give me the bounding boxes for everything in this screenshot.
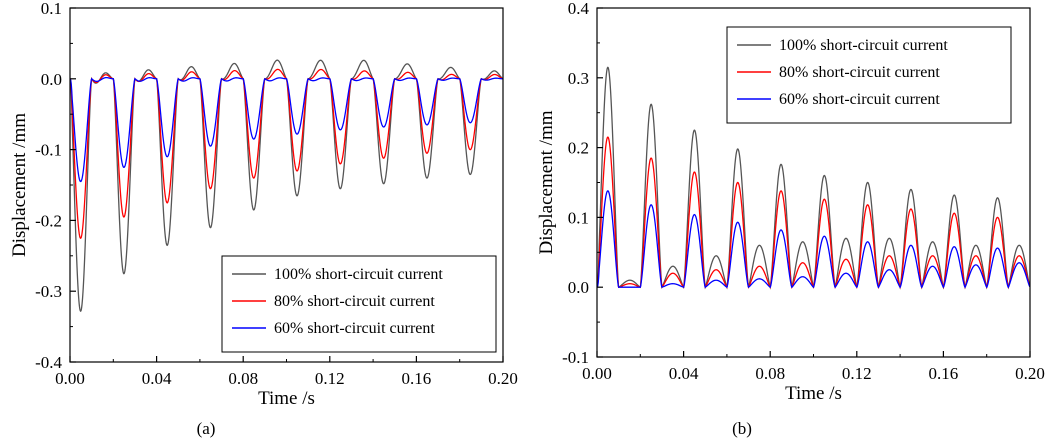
x-tick-label: 0.08 [755, 364, 785, 383]
y-tick-label: 0.3 [568, 69, 589, 88]
panel-caption: (b) [732, 419, 752, 438]
series-line-2 [70, 68, 503, 239]
x-tick-label: 0.00 [55, 369, 85, 388]
legend-label: 100% short-circuit current [274, 266, 443, 283]
x-tick-label: 0.20 [1015, 364, 1045, 383]
y-tick-label: -0.1 [35, 141, 62, 160]
series-line-2 [597, 136, 1030, 290]
panel-a: 0.00 0.04 0.08 0.12 0.16 0.20 -0.4 -0.3 -0.2 -0.1… [9, 0, 518, 438]
x-tick-label: 0.16 [402, 369, 432, 388]
y-axis-title: Displacement /mm [9, 113, 30, 257]
legend-label: 100% short-circuit current [779, 37, 948, 54]
panel-caption: (a) [197, 419, 216, 438]
y-axis-title: Displacement /mm [536, 110, 557, 254]
y-tick-label: -0.3 [35, 282, 62, 301]
y-tick-label: -0.2 [35, 211, 62, 230]
y-tick-label: 0.2 [568, 139, 589, 158]
x-axis-title: Time /s [258, 388, 315, 409]
x-tick-label: 0.16 [929, 364, 959, 383]
y-tick-label: -0.1 [562, 348, 589, 367]
x-axis-title: Time /s [785, 383, 842, 404]
y-tick-label: 0.1 [41, 0, 62, 18]
legend-label: 80% short-circuit current [274, 293, 435, 310]
x-tick-label: 0.04 [142, 369, 172, 388]
legend-box [221, 255, 497, 353]
x-tick-label: 0.12 [842, 364, 872, 383]
x-tick-label: 0.04 [669, 364, 699, 383]
y-tick-label: 0.0 [568, 278, 589, 297]
x-tick-label: 0.00 [582, 364, 612, 383]
legend-label: 60% short-circuit current [274, 320, 435, 337]
y-tick-label: 0.4 [568, 0, 590, 18]
x-tick-label: 0.08 [228, 369, 258, 388]
series-line-3 [597, 190, 1030, 289]
legend-box [726, 26, 1012, 124]
legend-label: 80% short-circuit current [779, 64, 940, 81]
y-tick-label: 0.1 [568, 208, 589, 227]
x-tick-label: 0.12 [315, 369, 345, 388]
panel-b: 0.00 0.04 0.08 0.12 0.16 0.20 -0.1 0.0 0.1 0.2 0.3… [536, 0, 1045, 438]
legend-label: 60% short-circuit current [779, 91, 940, 108]
y-tick-label: 0.0 [41, 70, 62, 89]
series-line-3 [70, 76, 503, 183]
y-tick-label: -0.4 [35, 353, 62, 372]
x-tick-label: 0.20 [488, 369, 518, 388]
